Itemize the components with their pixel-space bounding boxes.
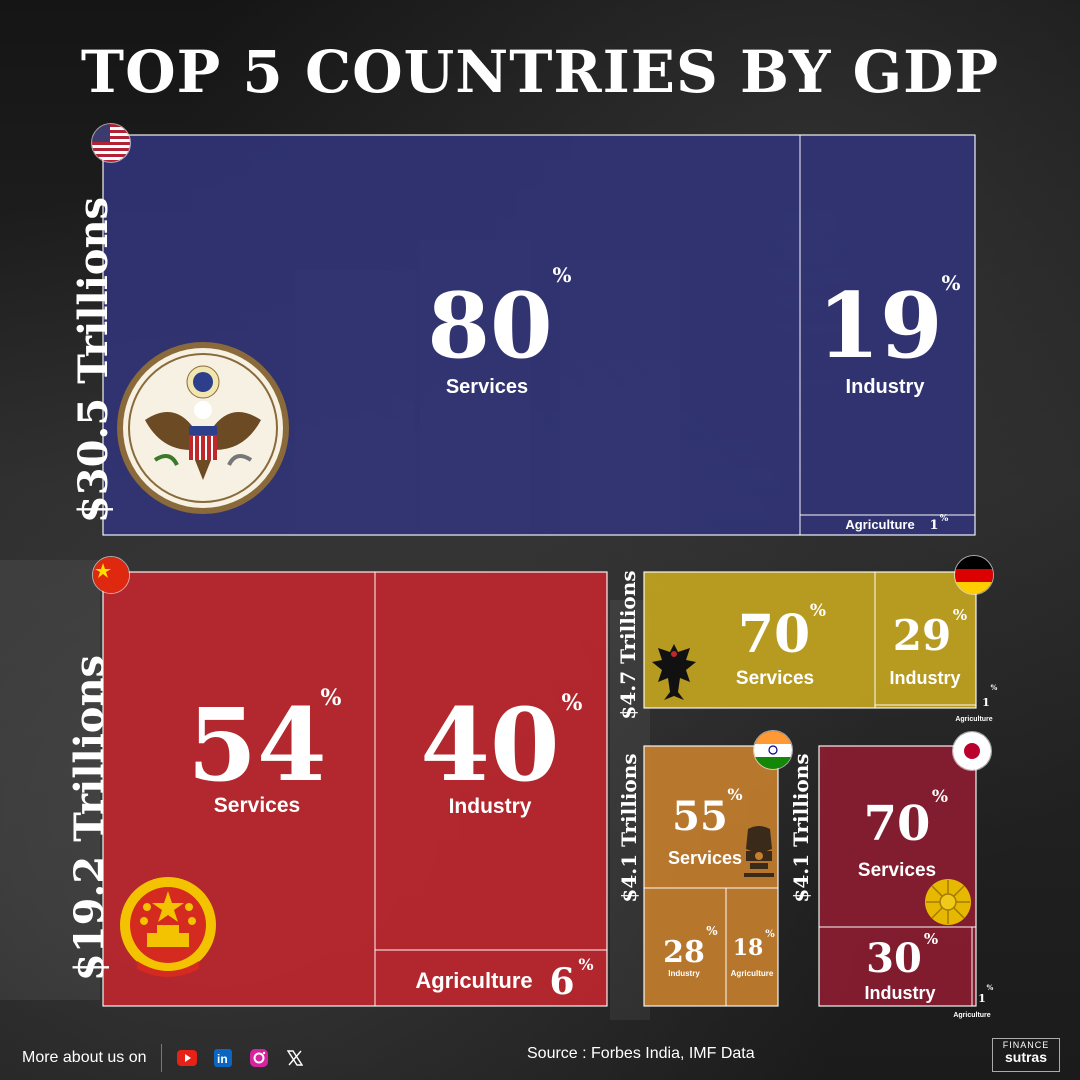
japan-gdp-label: $4.1 Trillions: [789, 753, 813, 903]
china-agriculture-cell: [374, 949, 608, 1007]
svg-text:in: in: [217, 1052, 228, 1066]
germany-block: [643, 571, 977, 709]
instagram-icon[interactable]: [248, 1047, 270, 1069]
china-services-value: 54: [187, 686, 326, 804]
china-industry-value: 40: [420, 686, 559, 804]
usa-industry-value: 19: [817, 273, 942, 379]
india-industry-value: 28: [663, 935, 705, 970]
japan-agriculture-value: 1: [978, 992, 986, 1005]
germany-agriculture-cell: [874, 704, 977, 709]
x-icon[interactable]: [284, 1047, 306, 1069]
usa-agriculture-label: Agriculture: [845, 517, 914, 532]
germany-services-percent-sign: %: [810, 601, 826, 621]
germany-agriculture-percent-sign: %: [991, 683, 998, 692]
germany-industry-value: 29: [893, 611, 951, 660]
china-flag-icon: [92, 556, 130, 594]
linkedin-icon[interactable]: in: [212, 1047, 234, 1069]
usa-industry-percent-sign: %: [941, 271, 960, 295]
usa-services-label: Services: [446, 376, 528, 398]
usa-flag-icon: [91, 123, 131, 163]
germany-industry-percent-sign: %: [953, 606, 967, 624]
germany-services-label: Services: [736, 668, 814, 689]
japan-industry-label: Industry: [864, 983, 935, 1003]
japan-services-value: 70: [864, 796, 931, 852]
india-flag-icon: [753, 730, 793, 770]
china-agriculture-value: 6: [549, 961, 574, 1003]
usa-industry-label: Industry: [846, 376, 926, 398]
india-gdp-label: $4.1 Trillions: [617, 753, 641, 903]
india-industry-label: Industry: [668, 969, 700, 978]
usa-agriculture-value: 1: [929, 518, 938, 533]
us-great-seal-icon: [115, 340, 291, 516]
japan-agriculture-percent-sign: %: [987, 983, 994, 992]
source-note: Source : Forbes India, IMF Data: [527, 1045, 755, 1062]
germany-gdp-label: $4.7 Trillions: [616, 570, 640, 720]
germany-flag-icon: [954, 555, 994, 595]
india-services-value: 55: [672, 793, 728, 840]
china-industry-percent-sign: %: [562, 690, 583, 716]
logo-bottom-text: sutras: [1004, 1049, 1048, 1065]
footer-social: More about us on in: [22, 1044, 306, 1072]
india-agriculture-value: 18: [733, 935, 764, 961]
china-services-percent-sign: %: [321, 685, 342, 711]
germany-agriculture-value: 1: [982, 696, 990, 709]
india-agriculture-cell: [725, 887, 779, 1007]
germany-services-value: 70: [738, 604, 810, 665]
germany-agriculture-label: Agriculture: [955, 716, 992, 723]
usa-services-value: 80: [427, 273, 552, 379]
india-agriculture-percent-sign: %: [765, 929, 775, 940]
japan-flag-icon: [952, 731, 992, 771]
china-industry-label: Industry: [449, 795, 532, 818]
logo-top-text: FINANCE: [1002, 1040, 1050, 1050]
japan-industry-value: 30: [866, 935, 922, 982]
china-gdp-label: $19.2 Trillions: [66, 654, 113, 982]
japan-industry-percent-sign: %: [924, 930, 938, 948]
japan-agriculture-label: Agriculture: [953, 1012, 990, 1019]
china-agriculture-label: Agriculture: [415, 968, 532, 993]
china-agriculture-percent-sign: %: [578, 955, 593, 974]
china-national-emblem-icon: [117, 873, 219, 981]
china-services-label: Services: [214, 794, 300, 817]
more-about-label: More about us on: [22, 1049, 147, 1066]
usa-agriculture-cell: [799, 514, 976, 536]
india-lion-capital-icon: [740, 825, 778, 885]
page-title: TOP 5 COUNTRIES BY GDP: [80, 38, 1000, 106]
footer-divider: [160, 1044, 162, 1072]
germany-industry-label: Industry: [889, 668, 960, 688]
india-industry-percent-sign: %: [706, 924, 718, 938]
japan-services-percent-sign: %: [932, 787, 948, 807]
youtube-icon[interactable]: [176, 1047, 198, 1069]
japan-services-label: Services: [858, 860, 936, 881]
india-services-percent-sign: %: [727, 785, 742, 804]
usa-agriculture-percent-sign: %: [940, 514, 949, 524]
india-services-label: Services: [668, 848, 742, 868]
usa-services-percent-sign: %: [552, 263, 571, 287]
financesutras-logo: FINANCE sutras: [992, 1038, 1060, 1072]
japan-block: [818, 745, 977, 1007]
german-eagle-icon: [650, 640, 698, 702]
india-agriculture-label: Agriculture: [731, 969, 774, 978]
japan-chrysanthemum-seal-icon: [924, 878, 972, 926]
japan-agriculture-cell: [971, 926, 977, 1007]
